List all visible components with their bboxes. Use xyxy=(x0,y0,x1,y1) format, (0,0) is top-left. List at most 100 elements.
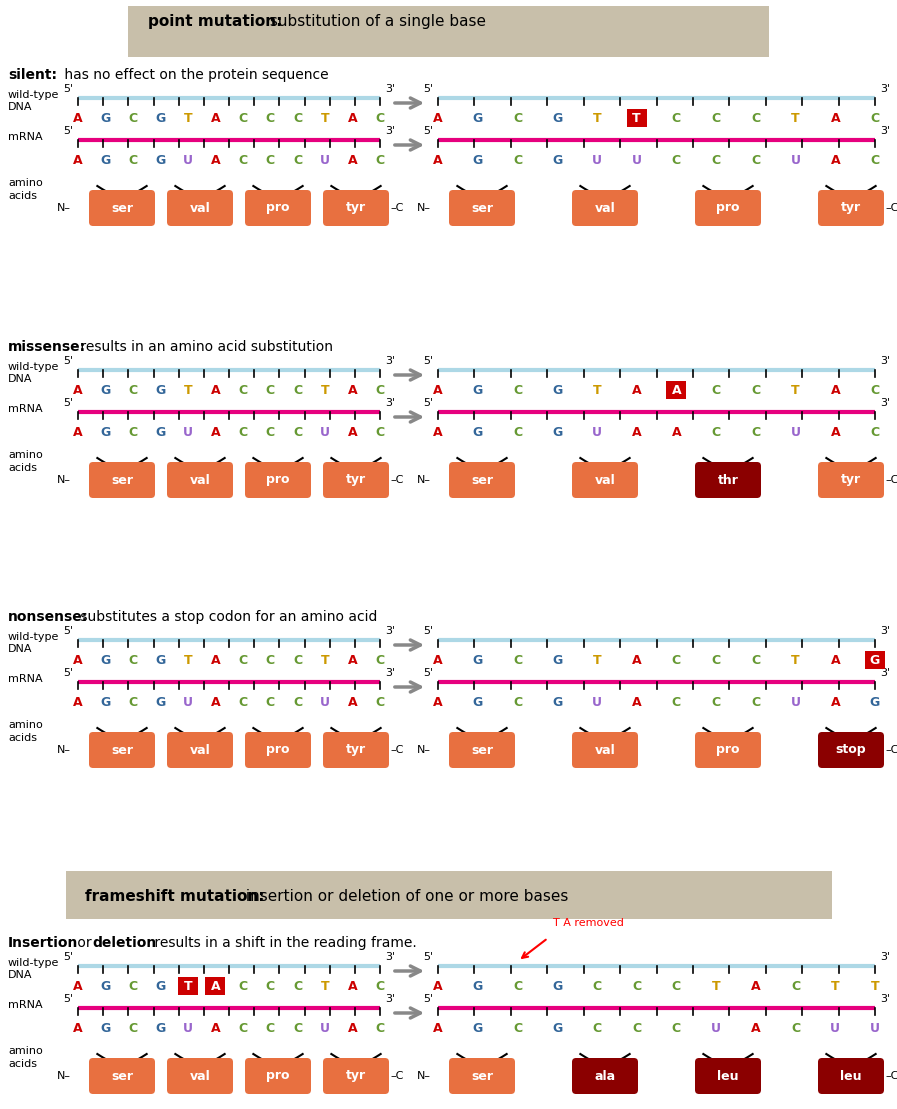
Text: T: T xyxy=(791,653,800,667)
Text: T A removed: T A removed xyxy=(553,918,624,928)
Text: C: C xyxy=(632,979,641,993)
Text: G: G xyxy=(473,112,483,124)
Text: A: A xyxy=(74,653,83,667)
Text: A: A xyxy=(751,979,761,993)
Text: C: C xyxy=(293,979,302,993)
Text: T: T xyxy=(184,112,192,124)
Text: 5': 5' xyxy=(63,356,73,366)
Text: T: T xyxy=(321,384,329,397)
Text: C: C xyxy=(293,426,302,438)
Text: ser: ser xyxy=(471,1069,493,1082)
Text: T: T xyxy=(321,979,329,993)
Text: tyr: tyr xyxy=(840,202,861,214)
Text: substitution of a single base: substitution of a single base xyxy=(265,14,486,29)
Text: mRNA: mRNA xyxy=(8,132,43,142)
Text: val: val xyxy=(595,743,615,756)
Text: amino: amino xyxy=(8,450,43,460)
Text: C: C xyxy=(752,112,761,124)
Text: C: C xyxy=(293,112,302,124)
Text: 3': 3' xyxy=(880,625,890,635)
Text: C: C xyxy=(128,153,137,166)
Text: N–: N– xyxy=(417,475,431,485)
Text: wild-type: wild-type xyxy=(8,632,59,642)
Text: A: A xyxy=(211,426,220,438)
FancyBboxPatch shape xyxy=(178,977,198,995)
Text: C: C xyxy=(293,384,302,397)
Text: A: A xyxy=(211,979,220,993)
Text: 5': 5' xyxy=(422,952,433,962)
Text: C: C xyxy=(513,979,522,993)
Text: A: A xyxy=(831,653,840,667)
Text: A: A xyxy=(751,1021,761,1035)
Text: C: C xyxy=(239,653,248,667)
FancyBboxPatch shape xyxy=(66,871,832,919)
Text: C: C xyxy=(128,653,137,667)
FancyBboxPatch shape xyxy=(205,977,225,995)
Text: C: C xyxy=(376,1021,385,1035)
Text: C: C xyxy=(513,653,522,667)
Text: –C: –C xyxy=(885,475,897,485)
Text: C: C xyxy=(672,153,681,166)
Text: G: G xyxy=(552,695,562,709)
Text: 3': 3' xyxy=(880,398,890,408)
FancyBboxPatch shape xyxy=(818,1058,884,1093)
FancyBboxPatch shape xyxy=(167,462,233,498)
Text: 3': 3' xyxy=(880,952,890,962)
Text: T: T xyxy=(184,653,192,667)
Text: A: A xyxy=(74,384,83,397)
Text: deletion: deletion xyxy=(92,936,157,950)
Text: U: U xyxy=(183,695,193,709)
Text: T: T xyxy=(184,384,192,397)
Text: 5': 5' xyxy=(422,126,433,136)
Text: A: A xyxy=(433,653,443,667)
Text: tyr: tyr xyxy=(346,202,366,214)
Text: N–: N– xyxy=(57,745,71,755)
Text: C: C xyxy=(672,1021,681,1035)
Text: G: G xyxy=(155,1021,165,1035)
Text: G: G xyxy=(155,384,165,397)
Text: substitutes a stop codon for an amino acid: substitutes a stop codon for an amino ac… xyxy=(75,610,377,624)
Text: val: val xyxy=(595,474,615,487)
Text: has no effect on the protein sequence: has no effect on the protein sequence xyxy=(60,68,329,82)
Text: C: C xyxy=(376,653,385,667)
Text: C: C xyxy=(711,384,720,397)
Text: C: C xyxy=(128,426,137,438)
Text: pro: pro xyxy=(716,202,740,214)
Text: 5': 5' xyxy=(422,84,433,94)
Text: DNA: DNA xyxy=(8,970,32,980)
Text: C: C xyxy=(513,1021,522,1035)
Text: N–: N– xyxy=(417,745,431,755)
Text: stop: stop xyxy=(836,743,867,756)
Text: 5': 5' xyxy=(63,668,73,678)
Text: G: G xyxy=(870,695,880,709)
Text: ser: ser xyxy=(471,202,493,214)
FancyBboxPatch shape xyxy=(449,732,515,769)
Text: T: T xyxy=(593,112,601,124)
Text: pro: pro xyxy=(716,743,740,756)
Text: C: C xyxy=(752,426,761,438)
Text: G: G xyxy=(473,426,483,438)
Text: A: A xyxy=(211,695,220,709)
Text: U: U xyxy=(592,153,602,166)
FancyBboxPatch shape xyxy=(695,1058,761,1093)
Text: C: C xyxy=(266,1021,274,1035)
Text: C: C xyxy=(128,979,137,993)
FancyBboxPatch shape xyxy=(695,462,761,498)
Text: C: C xyxy=(752,384,761,397)
FancyBboxPatch shape xyxy=(89,732,155,769)
Text: C: C xyxy=(513,153,522,166)
Text: A: A xyxy=(672,384,681,397)
Text: 3': 3' xyxy=(385,994,395,1004)
Text: C: C xyxy=(128,112,137,124)
Text: acids: acids xyxy=(8,191,37,201)
Text: G: G xyxy=(473,979,483,993)
Text: U: U xyxy=(592,695,602,709)
Text: A: A xyxy=(433,384,443,397)
Text: ser: ser xyxy=(111,743,133,756)
Text: A: A xyxy=(348,1021,357,1035)
FancyBboxPatch shape xyxy=(449,1058,515,1093)
Text: amino: amino xyxy=(8,1046,43,1056)
Text: C: C xyxy=(513,426,522,438)
Text: A: A xyxy=(74,1021,83,1035)
FancyBboxPatch shape xyxy=(323,190,389,226)
